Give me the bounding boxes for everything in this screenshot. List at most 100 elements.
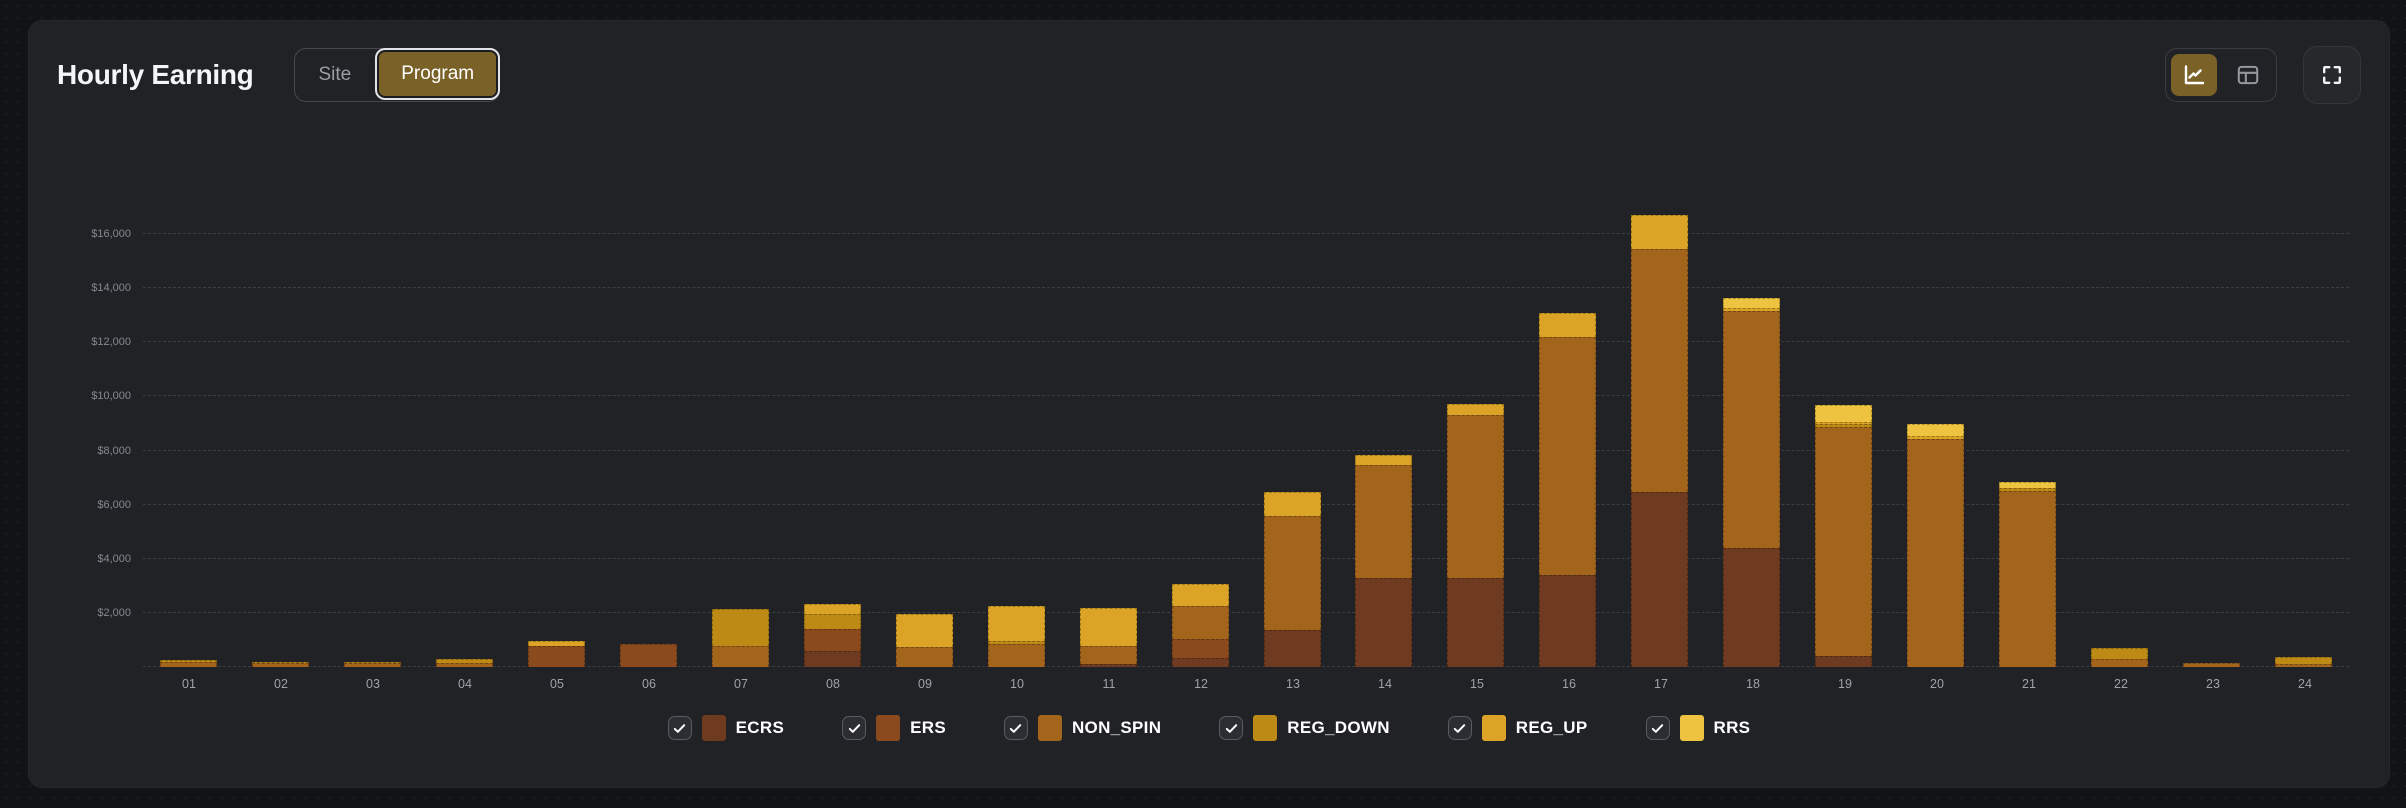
- stacked-bar-12[interactable]: [1171, 119, 1229, 667]
- bar-segment-ecrs-12[interactable]: [1171, 658, 1229, 667]
- bar-segment-reg_down-22[interactable]: [2090, 647, 2148, 660]
- stacked-bar-10[interactable]: [987, 119, 1045, 667]
- fullscreen-button[interactable]: [2303, 46, 2361, 104]
- bar-segment-ecrs-15[interactable]: [1447, 577, 1505, 667]
- bar-segment-non_spin-17[interactable]: [1631, 249, 1689, 493]
- stacked-bar-11[interactable]: [1079, 119, 1137, 667]
- legend-checkbox-rrs[interactable]: [1645, 716, 1670, 740]
- stacked-bar-24[interactable]: [2274, 119, 2332, 667]
- bar-segment-ecrs-16[interactable]: [1539, 574, 1597, 667]
- legend-item-non_spin[interactable]: NON_SPIN: [1003, 715, 1161, 741]
- bar-segment-reg_up-19[interactable]: [1815, 421, 1873, 425]
- bar-segment-rrs-18[interactable]: [1723, 297, 1781, 308]
- legend-checkbox-reg_down[interactable]: [1219, 716, 1244, 740]
- bar-segment-non_spin-22[interactable]: [2090, 659, 2148, 667]
- stacked-bar-08[interactable]: [803, 119, 861, 667]
- toggle-option-program[interactable]: Program: [375, 48, 501, 100]
- bar-segment-reg_up-09[interactable]: [895, 614, 953, 647]
- stacked-bar-17[interactable]: [1631, 119, 1689, 667]
- bar-segment-reg_up-05[interactable]: [528, 641, 586, 646]
- stacked-bar-16[interactable]: [1539, 119, 1597, 667]
- bar-segment-reg_down-19[interactable]: [1815, 424, 1873, 428]
- bar-segment-reg_down-10[interactable]: [987, 641, 1045, 644]
- table-view-button[interactable]: [2225, 54, 2271, 96]
- bar-segment-non_spin-01[interactable]: [160, 661, 218, 667]
- bar-segment-reg_up-08[interactable]: [803, 603, 861, 614]
- bar-segment-reg_up-14[interactable]: [1355, 455, 1413, 465]
- legend-item-reg_up[interactable]: REG_UP: [1447, 715, 1588, 741]
- stacked-bar-20[interactable]: [1906, 119, 1964, 667]
- stacked-bar-19[interactable]: [1815, 119, 1873, 667]
- bar-segment-reg_up-15[interactable]: [1447, 403, 1505, 415]
- stacked-bar-02[interactable]: [252, 119, 310, 667]
- bar-segment-non_spin-02[interactable]: [252, 663, 310, 667]
- bar-segment-reg_up-12[interactable]: [1171, 583, 1229, 606]
- bar-segment-reg_down-04[interactable]: [436, 659, 494, 663]
- bar-segment-non_spin-03[interactable]: [344, 663, 402, 667]
- bar-segment-non_spin-19[interactable]: [1815, 427, 1873, 657]
- bar-segment-reg_up-16[interactable]: [1539, 312, 1597, 337]
- bar-segment-reg_down-08[interactable]: [803, 613, 861, 630]
- bar-segment-non_spin-07[interactable]: [712, 646, 769, 667]
- stacked-bar-09[interactable]: [895, 119, 953, 667]
- stacked-bar-06[interactable]: [620, 119, 678, 667]
- bar-segment-reg_up-13[interactable]: [1263, 492, 1321, 517]
- toggle-option-site[interactable]: Site: [295, 49, 376, 101]
- chart-view-button[interactable]: [2171, 54, 2217, 96]
- legend-checkbox-ecrs[interactable]: [667, 716, 692, 740]
- legend-item-rrs[interactable]: RRS: [1645, 715, 1751, 741]
- stacked-bar-23[interactable]: [2182, 119, 2240, 667]
- bar-segment-non_spin-18[interactable]: [1723, 311, 1781, 548]
- legend-checkbox-ers[interactable]: [842, 716, 867, 740]
- bar-segment-ers-06[interactable]: [620, 643, 678, 667]
- bar-segment-reg_up-20[interactable]: [1906, 435, 1964, 439]
- bar-segment-ers-12[interactable]: [1171, 638, 1229, 659]
- bar-segment-rrs-19[interactable]: [1815, 404, 1873, 422]
- stacked-bar-18[interactable]: [1723, 119, 1781, 667]
- stacked-bar-22[interactable]: [2090, 119, 2148, 667]
- bar-segment-ecrs-18[interactable]: [1723, 547, 1781, 667]
- bar-segment-reg_up-17[interactable]: [1631, 215, 1689, 250]
- bar-segment-non_spin-13[interactable]: [1263, 516, 1321, 631]
- bar-segment-reg_down-01[interactable]: [160, 660, 218, 662]
- bar-segment-non_spin-23[interactable]: [2182, 663, 2240, 667]
- stacked-bar-03[interactable]: [344, 119, 402, 667]
- bar-segment-ecrs-11[interactable]: [1079, 664, 1137, 667]
- bar-segment-non_spin-11[interactable]: [1079, 645, 1137, 665]
- stacked-bar-05[interactable]: [528, 119, 586, 667]
- bar-segment-rrs-20[interactable]: [1906, 424, 1964, 436]
- bar-segment-non_spin-20[interactable]: [1906, 438, 1964, 667]
- bar-segment-reg_down-02[interactable]: [252, 662, 310, 664]
- legend-item-ers[interactable]: ERS: [842, 715, 946, 741]
- bar-segment-non_spin-24[interactable]: [2274, 664, 2332, 667]
- bar-segment-non_spin-04[interactable]: [436, 662, 494, 667]
- bar-segment-ecrs-19[interactable]: [1815, 656, 1873, 667]
- bar-segment-rrs-21[interactable]: [1998, 482, 2056, 489]
- bar-segment-non_spin-10[interactable]: [987, 643, 1045, 667]
- bar-segment-reg_up-11[interactable]: [1079, 607, 1137, 646]
- bar-segment-non_spin-15[interactable]: [1447, 414, 1505, 578]
- bar-segment-ecrs-14[interactable]: [1355, 577, 1413, 667]
- legend-item-reg_down[interactable]: REG_DOWN: [1219, 715, 1390, 741]
- stacked-bar-15[interactable]: [1447, 119, 1505, 667]
- bar-segment-ecrs-17[interactable]: [1631, 492, 1689, 667]
- stacked-bar-13[interactable]: [1263, 119, 1321, 667]
- bar-segment-ecrs-13[interactable]: [1263, 630, 1321, 667]
- bar-segment-non_spin-21[interactable]: [1998, 491, 2056, 667]
- bar-segment-reg_up-10[interactable]: [987, 605, 1045, 642]
- stacked-bar-21[interactable]: [1998, 119, 2056, 667]
- bar-segment-ers-08[interactable]: [803, 629, 861, 652]
- bar-segment-reg_down-24[interactable]: [2274, 657, 2332, 665]
- legend-checkbox-reg_up[interactable]: [1447, 716, 1472, 740]
- bar-segment-reg_up-18[interactable]: [1723, 307, 1781, 312]
- bar-segment-reg_down-07[interactable]: [712, 608, 769, 647]
- bar-segment-reg_down-21[interactable]: [1998, 488, 2056, 492]
- bar-segment-reg_down-03[interactable]: [344, 661, 402, 664]
- stacked-bar-07[interactable]: [712, 119, 769, 667]
- stacked-bar-04[interactable]: [436, 119, 494, 667]
- stacked-bar-01[interactable]: [160, 119, 218, 667]
- bar-segment-non_spin-09[interactable]: [895, 646, 953, 667]
- bar-segment-ers-05[interactable]: [528, 645, 586, 667]
- bar-segment-non_spin-16[interactable]: [1539, 336, 1597, 575]
- legend-item-ecrs[interactable]: ECRS: [667, 715, 784, 741]
